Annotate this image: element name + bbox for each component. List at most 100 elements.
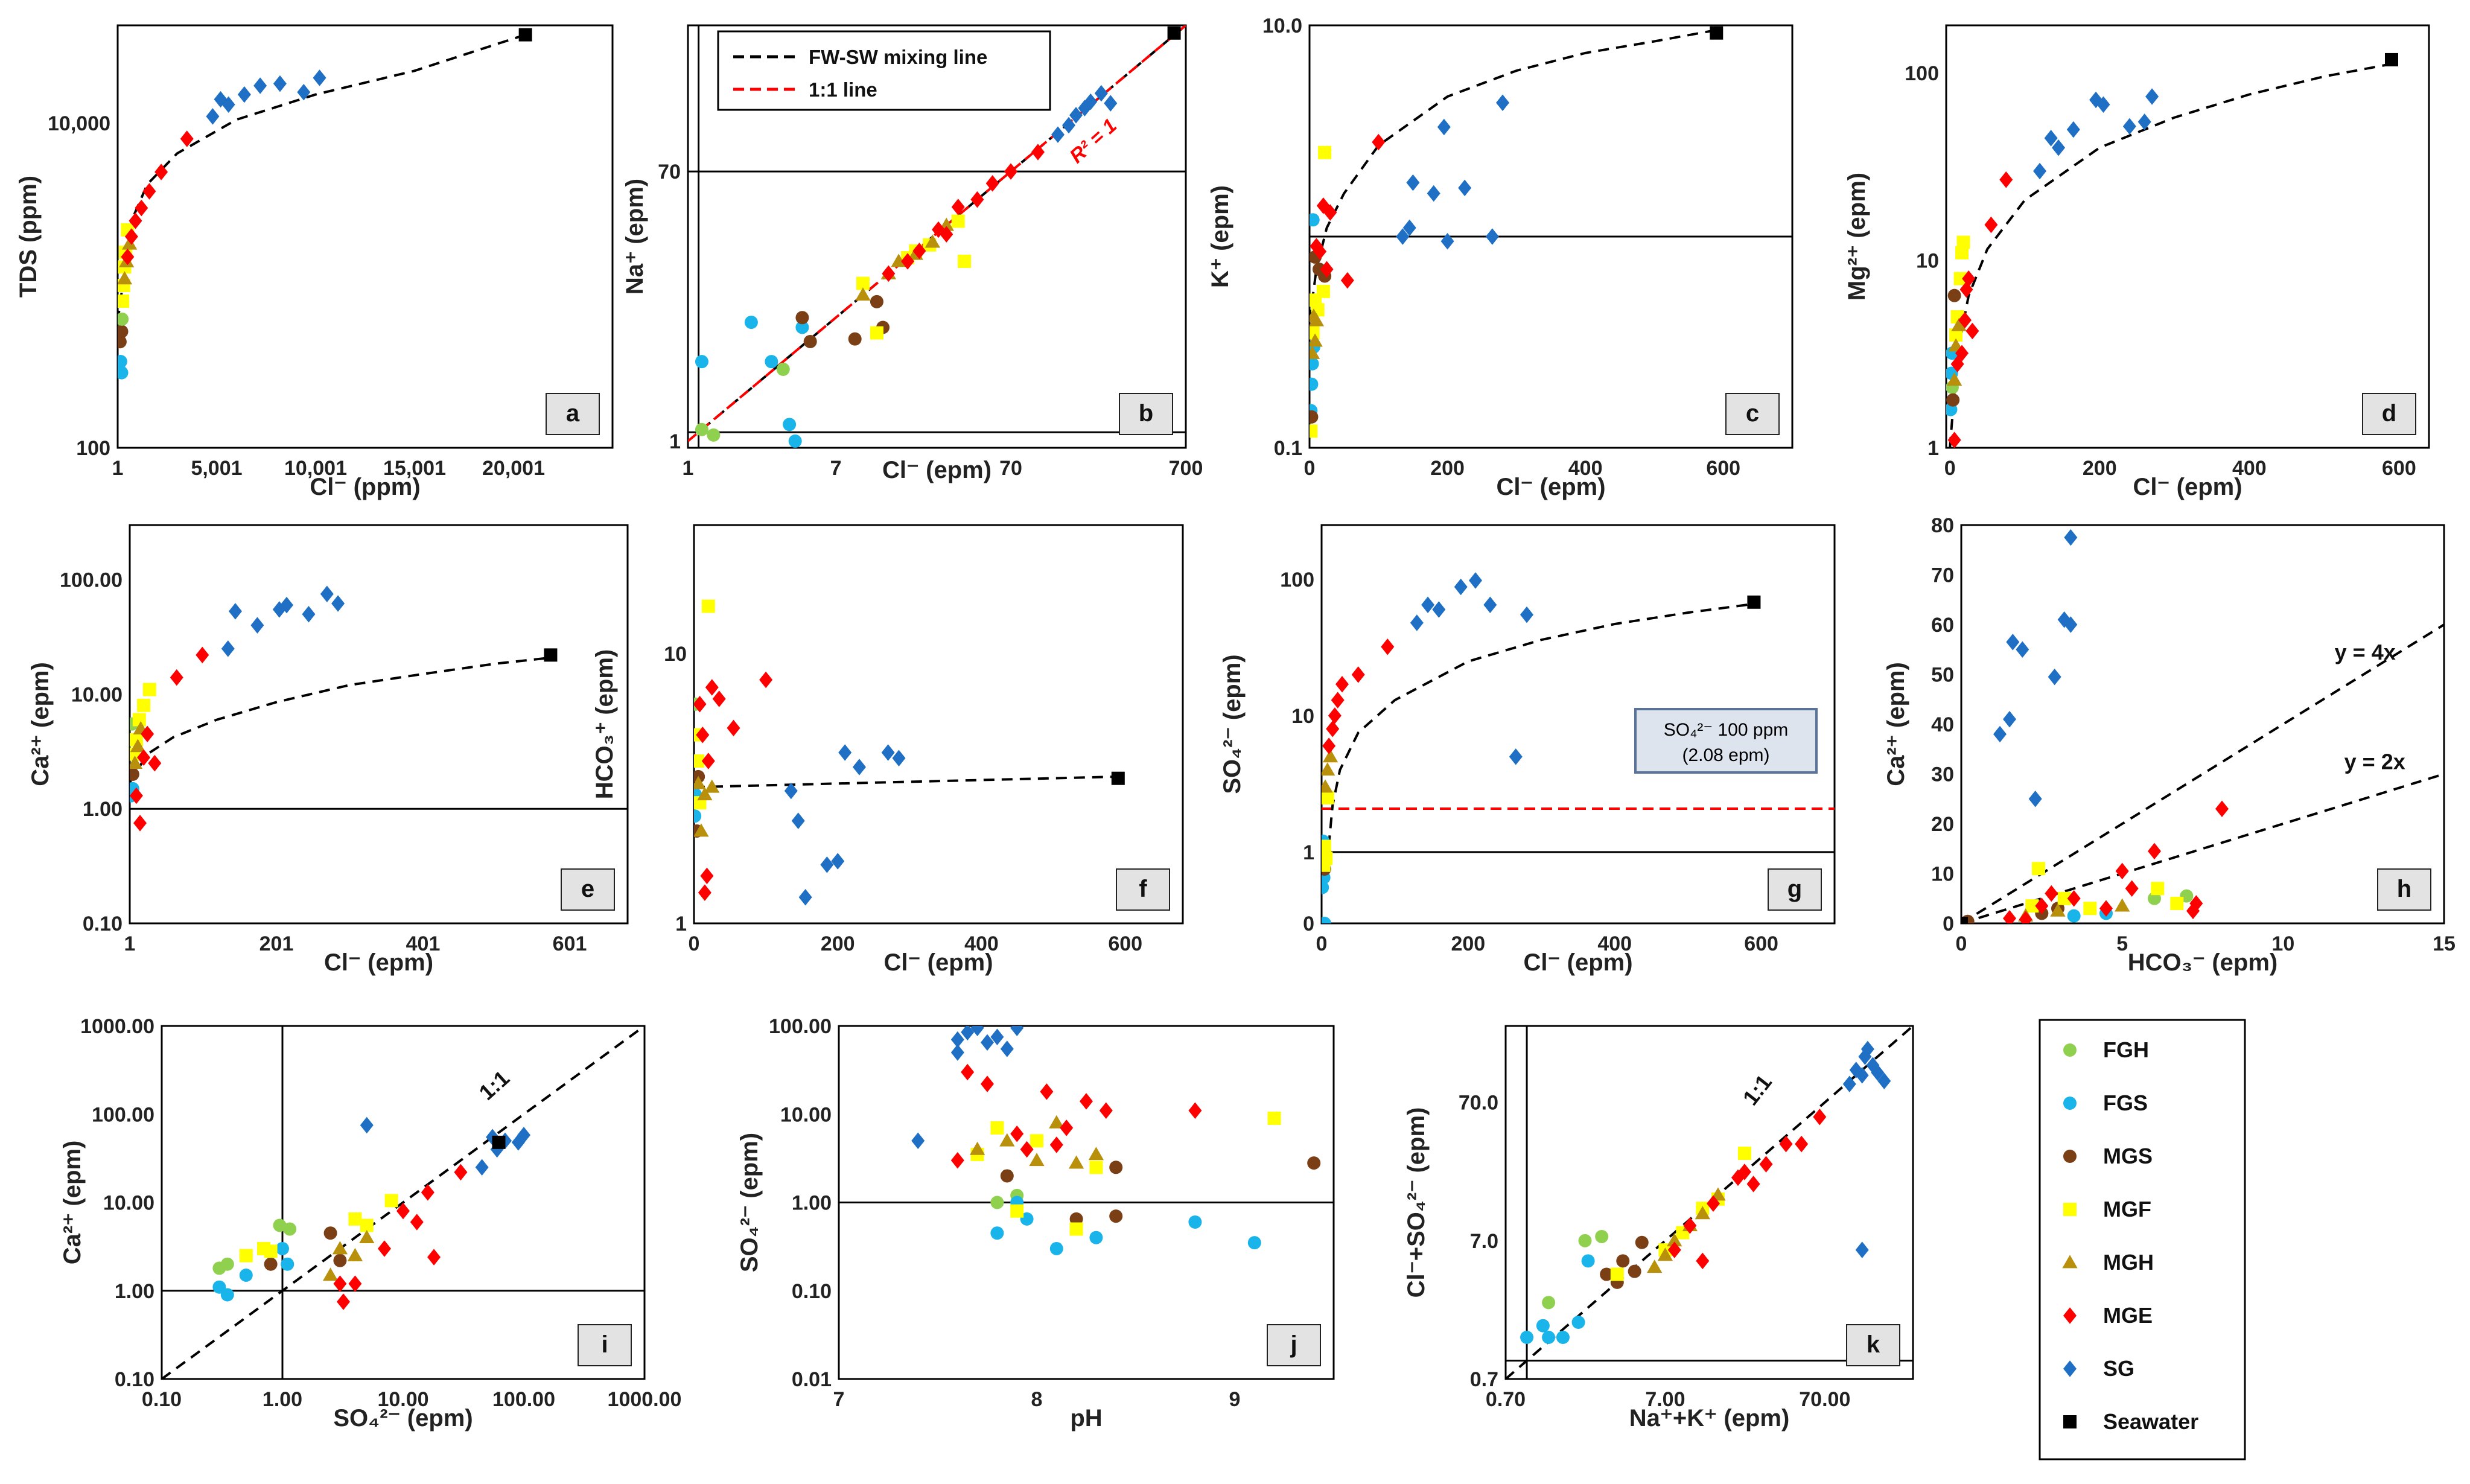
x-tick-label: 5 (2116, 932, 2128, 955)
data-point-fgs (2063, 1097, 2077, 1110)
data-point-mge (1351, 666, 1365, 683)
data-point-mgf (142, 683, 156, 696)
data-point-sg (970, 1026, 984, 1037)
data-point-mgs (803, 334, 817, 348)
data-point-sg (838, 744, 852, 761)
ratio-line-label: 1:1 (474, 1066, 514, 1105)
data-point-fgh (118, 312, 129, 326)
legend-item-label: MGF (2103, 1197, 2151, 1221)
data-point-sg (313, 69, 326, 86)
data-point-mgf (239, 1249, 253, 1263)
data-point-sg (2137, 113, 2151, 130)
data-point-mge (1683, 1217, 1697, 1234)
y-tick-label: 70.0 (1459, 1092, 1498, 1115)
data-point-mge (912, 243, 926, 260)
data-point-sg (297, 84, 311, 101)
data-point-mgf (264, 1244, 278, 1258)
data-point-fgs (1520, 1331, 1534, 1345)
plot-frame (1320, 524, 1836, 925)
data-point-fgs (744, 316, 758, 330)
x-tick-label: 601 (553, 932, 587, 955)
data-point-fgh (776, 362, 790, 376)
data-point-mgf (2151, 882, 2165, 896)
data-point-mgs (1000, 1169, 1014, 1183)
data-point-mgs (1946, 393, 1960, 407)
points-e (130, 585, 558, 832)
ratio-line (1961, 623, 2444, 923)
y-tick-label: 70 (1931, 564, 1954, 587)
panel-label-box (2362, 393, 2416, 435)
y-tick-label: 0.1 (1274, 437, 1302, 460)
y-tick-label: 100 (1905, 62, 1939, 85)
data-point-fgs (990, 1226, 1004, 1240)
data-point-mgh (1310, 345, 1320, 359)
data-point-sg (2028, 791, 2042, 807)
panel-label-box (1768, 868, 1822, 911)
data-point-sg (2052, 139, 2066, 156)
data-point-mge (900, 253, 914, 270)
data-point-mge (1040, 1083, 1054, 1100)
data-point-fgs (788, 434, 802, 448)
data-point-mge (1326, 721, 1340, 737)
data-point-mgf (1030, 1134, 1043, 1148)
data-point-mge (1322, 737, 1336, 754)
y-axis-label: Ca²⁺ (epm) (59, 1141, 86, 1265)
legend-mixing-label: FW-SW mixing line (809, 46, 987, 68)
x-axis-label: SO₄²⁻ (epm) (333, 1405, 473, 1431)
data-point-mge (1049, 1136, 1063, 1153)
data-point-mgf (990, 1121, 1004, 1135)
data-point-mgs (795, 311, 809, 325)
data-point-mgf (2063, 1203, 2077, 1216)
data-point-sg (1440, 233, 1454, 250)
data-point-mgh (130, 739, 146, 753)
data-point-mgh (1322, 749, 1338, 763)
panel-label: g (1787, 876, 1802, 902)
data-point-sg (1010, 1026, 1024, 1037)
data-point-fgs (1049, 1241, 1063, 1255)
data-point-mge (696, 726, 710, 744)
y-tick-label: 0.01 (792, 1368, 832, 1391)
legend-item-label: FGH (2103, 1037, 2149, 1062)
data-point-mgh (704, 779, 720, 793)
data-point-mge (2125, 880, 2139, 897)
x-tick-label: 400 (2232, 457, 2267, 480)
y-tick-label: 10 (1291, 705, 1314, 728)
y-tick-label: 10 (1916, 250, 1939, 273)
plot-frame (116, 24, 614, 449)
mixing-line (130, 656, 555, 783)
data-point-mgs (1310, 410, 1319, 424)
data-point-sg (1483, 596, 1497, 613)
data-point-fgs (1536, 1319, 1550, 1333)
data-point-mgh (1322, 779, 1333, 793)
data-point-mgh (347, 1247, 363, 1261)
y-tick-label: 100.00 (92, 1103, 154, 1126)
data-point-sg (1842, 1075, 1856, 1093)
panel-label: f (1139, 876, 1147, 902)
data-point-sg (1069, 107, 1083, 124)
legend-frame (2039, 1019, 2246, 1460)
data-point-mgf (1949, 328, 1963, 342)
points-g (1322, 572, 1761, 923)
mixing-line (1310, 28, 1717, 321)
data-point-mgh (1695, 1206, 1710, 1220)
data-point-mge (1999, 171, 2013, 188)
data-point-fgs (239, 1268, 253, 1282)
data-point-fgh (695, 422, 708, 436)
y-tick-label: 40 (1931, 713, 1954, 736)
y-tick-label: 1 (1927, 437, 1939, 460)
data-point-sg (1396, 228, 1410, 245)
data-point-fgs (694, 809, 702, 823)
line-legend-box (717, 30, 1051, 111)
data-point-mgh (2115, 898, 2130, 912)
points-h (1961, 529, 2229, 923)
data-point-mge (154, 164, 168, 180)
plot-frame (1960, 524, 2445, 925)
data-point-fgs (795, 320, 809, 334)
data-point-mge (1320, 261, 1334, 278)
x-tick-label: 1.00 (263, 1388, 302, 1411)
data-point-mge (2189, 895, 2203, 912)
panel-label-box (1267, 1324, 1321, 1366)
data-point-seawater (1747, 595, 1761, 609)
data-point-sg (273, 75, 287, 92)
data-point-fgs (1247, 1236, 1261, 1250)
